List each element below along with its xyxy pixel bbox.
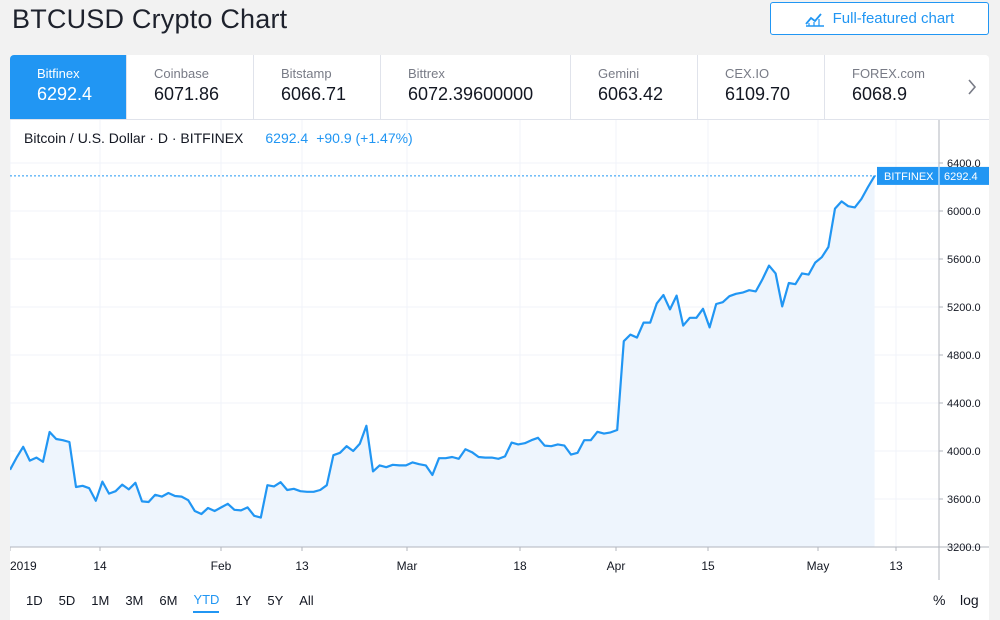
y-tick-label: 6000.0 — [947, 206, 981, 218]
x-tick-label: 13 — [295, 559, 309, 573]
tab-exchange-name: Bitfinex — [37, 66, 80, 81]
x-tick-label: Feb — [211, 559, 232, 573]
price-tag-box — [877, 166, 989, 185]
range-1d[interactable]: 1D — [26, 592, 43, 608]
tab-price: 6072.39600000 — [408, 84, 534, 104]
tab-gemini[interactable]: Gemini 6063.42 — [571, 55, 698, 119]
price-tag-value: 6292.4 — [944, 171, 978, 183]
tab-bitstamp[interactable]: Bitstamp 6066.71 — [254, 55, 381, 119]
price-tag-exchange: BITFINEX — [884, 171, 934, 183]
exchange-tabs: Bitfinex 6292.4 Coinbase 6071.86 Bitstam… — [10, 55, 989, 120]
range-1y[interactable]: 1Y — [235, 592, 252, 608]
log-toggle[interactable]: log — [960, 592, 979, 608]
tab-bitfinex[interactable]: Bitfinex 6292.4 — [10, 55, 127, 119]
page-title: BTCUSD Crypto Chart — [12, 4, 288, 34]
y-tick-label: 4800.0 — [947, 350, 981, 362]
tab-price: 6109.70 — [725, 84, 791, 104]
x-tick-label: 13 — [889, 559, 903, 573]
range-6m[interactable]: 6M — [159, 592, 178, 608]
range-all[interactable]: All — [299, 592, 314, 608]
range-3m[interactable]: 3M — [125, 592, 144, 608]
chart-legend: Bitcoin / U.S. Dollar · D · BITFINEX 6292… — [24, 130, 413, 146]
x-tick-label: 18 — [513, 559, 527, 573]
tab-exchange-name: Gemini — [598, 66, 640, 81]
tab-price: 6066.71 — [281, 84, 347, 104]
tab-exchange-name: CEX.IO — [725, 66, 770, 81]
y-tick-label: 4400.0 — [947, 398, 981, 410]
y-tick-label: 5600.0 — [947, 254, 981, 266]
tab-price: 6071.86 — [154, 84, 220, 104]
tab-exchange-name: Bittrex — [408, 66, 445, 81]
chart-line-icon — [804, 12, 824, 27]
y-tick-label: 4000.0 — [947, 446, 981, 458]
x-tick-label: Mar — [397, 559, 418, 573]
chart-widget: Bitfinex 6292.4 Coinbase 6071.86 Bitstam… — [10, 55, 989, 620]
tab-bittrex[interactable]: Bittrex 6072.39600000 — [381, 55, 571, 119]
x-tick-label: 2019 — [10, 559, 37, 573]
series-area — [10, 175, 875, 547]
tab-coinbase[interactable]: Coinbase 6071.86 — [127, 55, 254, 119]
range-1m[interactable]: 1M — [91, 592, 110, 608]
tab-price: 6068.9 — [852, 84, 908, 104]
x-tick-label: 14 — [93, 559, 107, 573]
tab-forex-com[interactable]: FOREX.com 6068.9 — [825, 55, 955, 119]
x-tick-label: May — [807, 559, 830, 573]
range-ytd[interactable]: YTD — [193, 588, 220, 613]
legend-change: +90.9 (+1.47%) — [316, 130, 413, 146]
y-tick-label: 5200.0 — [947, 302, 981, 314]
y-tick-label: 3200.0 — [947, 542, 981, 554]
range-5d[interactable]: 5D — [58, 592, 76, 608]
legend-symbol: Bitcoin / U.S. Dollar · D · BITFINEX — [24, 130, 244, 146]
tabs-next-button[interactable] — [954, 55, 989, 119]
chart-area[interactable]: 3200.0 3600.0 4000.0 4400.0 4800.0 5200.0 5600… — [10, 120, 989, 580]
full-featured-chart-label: Full-featured chart — [832, 10, 955, 27]
tab-exchange-name: FOREX.com — [852, 66, 925, 81]
tab-price: 6292.4 — [37, 84, 93, 104]
tab-price: 6063.42 — [598, 84, 664, 104]
range-bar: 1D 5D 1M 3M 6M YTD 1Y 5Y All % log — [10, 580, 989, 620]
series-line — [10, 175, 876, 519]
percent-toggle[interactable]: % — [933, 592, 946, 608]
chevron-right-icon — [967, 79, 976, 95]
range-5y[interactable]: 5Y — [267, 592, 284, 608]
tab-exchange-name: Bitstamp — [281, 66, 332, 81]
legend-last-price: 6292.4 — [265, 130, 309, 146]
x-tick-label: Apr — [607, 559, 626, 573]
price-chart[interactable]: 3200.0 3600.0 4000.0 4400.0 4800.0 5200.0 5600… — [10, 120, 989, 580]
x-tick-label: 15 — [701, 559, 715, 573]
tab-exchange-name: Coinbase — [154, 66, 209, 81]
tab-cex-io[interactable]: CEX.IO 6109.70 — [698, 55, 825, 119]
y-tick-label: 3600.0 — [947, 494, 981, 506]
full-featured-chart-button[interactable]: Full-featured chart — [770, 2, 989, 35]
